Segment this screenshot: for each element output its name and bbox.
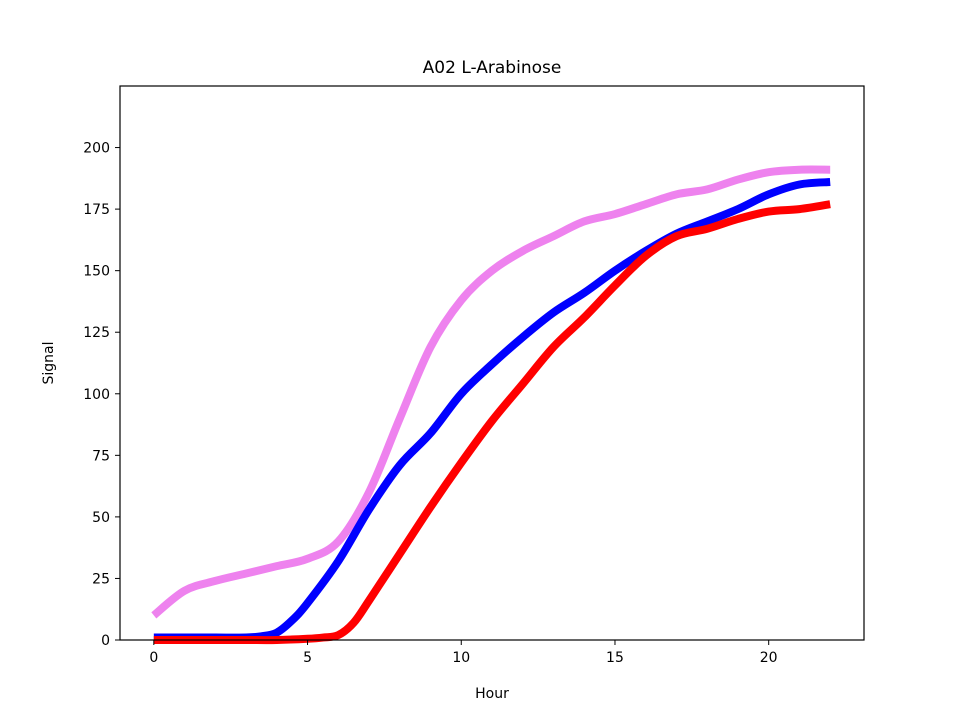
x-tick-label: 0 — [149, 650, 158, 666]
chart-title: A02 L-Arabinose — [423, 58, 562, 78]
y-tick-label: 125 — [83, 325, 110, 341]
y-tick-label: 200 — [83, 141, 110, 157]
x-tick-label: 10 — [452, 650, 470, 666]
plot-frame — [119, 85, 865, 641]
y-tick-label: 75 — [92, 448, 110, 464]
y-tick-label: 50 — [92, 510, 110, 526]
y-tick-label: 25 — [92, 571, 110, 587]
x-tick-label: 15 — [606, 650, 624, 666]
x-tick-label: 20 — [760, 650, 778, 666]
y-axis: 0 25 50 75 100 125 150 175 200 — [83, 141, 120, 649]
y-tick-label: 175 — [83, 202, 110, 218]
y-tick-label: 100 — [83, 387, 110, 403]
x-axis: 0 5 10 15 20 — [149, 640, 778, 666]
y-tick-label: 0 — [101, 633, 110, 649]
x-tick-label: 5 — [303, 650, 312, 666]
series-line-1 — [151, 165, 831, 619]
y-tick-label: 150 — [83, 264, 110, 280]
x-axis-label: Hour — [475, 686, 509, 702]
y-axis-label: Signal — [41, 341, 57, 384]
